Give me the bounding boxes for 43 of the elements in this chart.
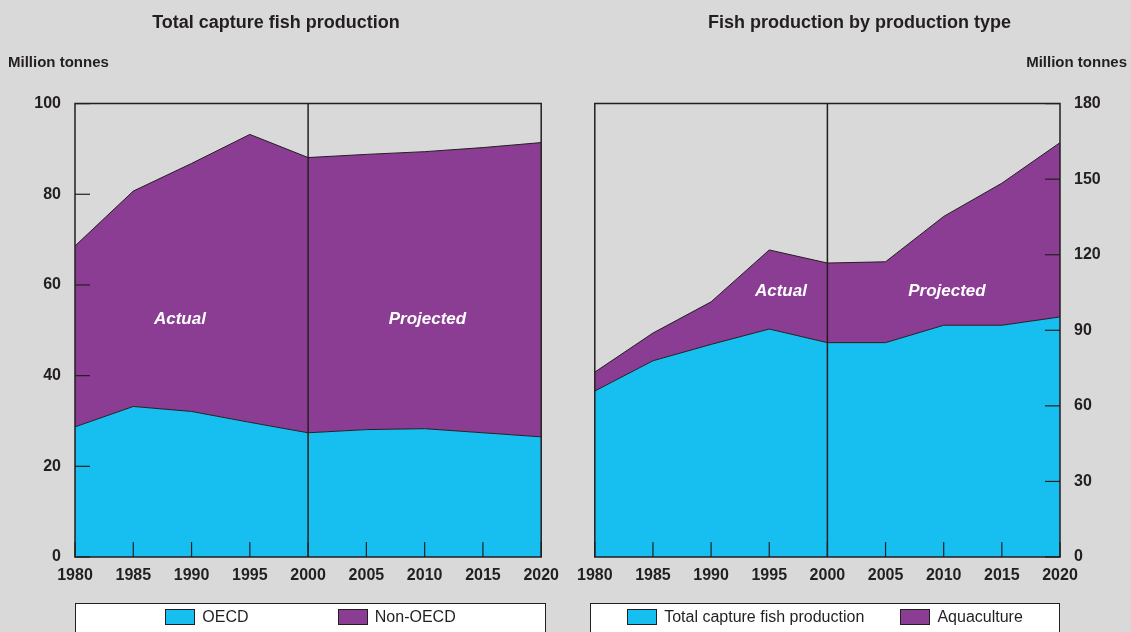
y-tick-label: 40 xyxy=(43,366,62,384)
x-tick-label: 2005 xyxy=(867,566,904,584)
annotation: Projected xyxy=(908,281,987,301)
x-tick-label: 2020 xyxy=(1042,566,1078,584)
x-tick-label: 1995 xyxy=(751,566,788,584)
y-axis-title: Million tonnes xyxy=(8,53,109,71)
y2-tick-label: 30 xyxy=(1074,471,1092,489)
y2-tick-label: 150 xyxy=(1074,169,1101,187)
annotation: Actual xyxy=(753,281,809,301)
y2-axis-title: Million tonnes xyxy=(1026,53,1127,71)
legend-label: Total capture fish production xyxy=(664,607,865,626)
x-tick-label: 2020 xyxy=(523,566,560,584)
y-tick-label: 0 xyxy=(52,547,62,565)
y2-tick-label: 120 xyxy=(1074,245,1101,263)
y-tick-label: 80 xyxy=(43,184,62,202)
legend-label: Non-OECD xyxy=(374,607,456,626)
x-tick-label: 1980 xyxy=(577,566,613,584)
x-tick-label: 2010 xyxy=(406,566,443,584)
y-tick-label: 100 xyxy=(34,94,62,112)
x-tick-label: 2010 xyxy=(925,566,962,584)
annotation: Actual xyxy=(152,308,208,328)
x-tick-label: 1990 xyxy=(173,566,210,584)
x-tick-label: 1985 xyxy=(115,566,152,584)
x-tick-label: 1980 xyxy=(57,566,93,584)
annotation: Projected xyxy=(388,308,467,328)
x-tick-label: 2005 xyxy=(348,566,385,584)
legend-label: OECD xyxy=(202,607,249,626)
y2-tick-label: 60 xyxy=(1074,396,1092,414)
x-tick-label: 1985 xyxy=(635,566,671,584)
y2-tick-label: 180 xyxy=(1074,94,1101,112)
chart-title: Fish production by production type xyxy=(707,11,1012,33)
chart-title: Total capture fish production xyxy=(151,11,401,33)
legend-label: Aquaculture xyxy=(937,607,1023,626)
x-tick-label: 1995 xyxy=(232,566,268,584)
y-tick-label: 60 xyxy=(43,275,62,293)
x-tick-label: 2000 xyxy=(290,566,326,584)
x-tick-label: 1990 xyxy=(693,566,729,584)
x-tick-label: 2000 xyxy=(809,566,846,584)
x-tick-label: 2015 xyxy=(984,566,1020,584)
x-tick-label: 2015 xyxy=(465,566,501,584)
y2-tick-label: 0 xyxy=(1074,547,1083,565)
y2-tick-label: 90 xyxy=(1074,320,1092,338)
y-tick-label: 20 xyxy=(43,456,62,474)
